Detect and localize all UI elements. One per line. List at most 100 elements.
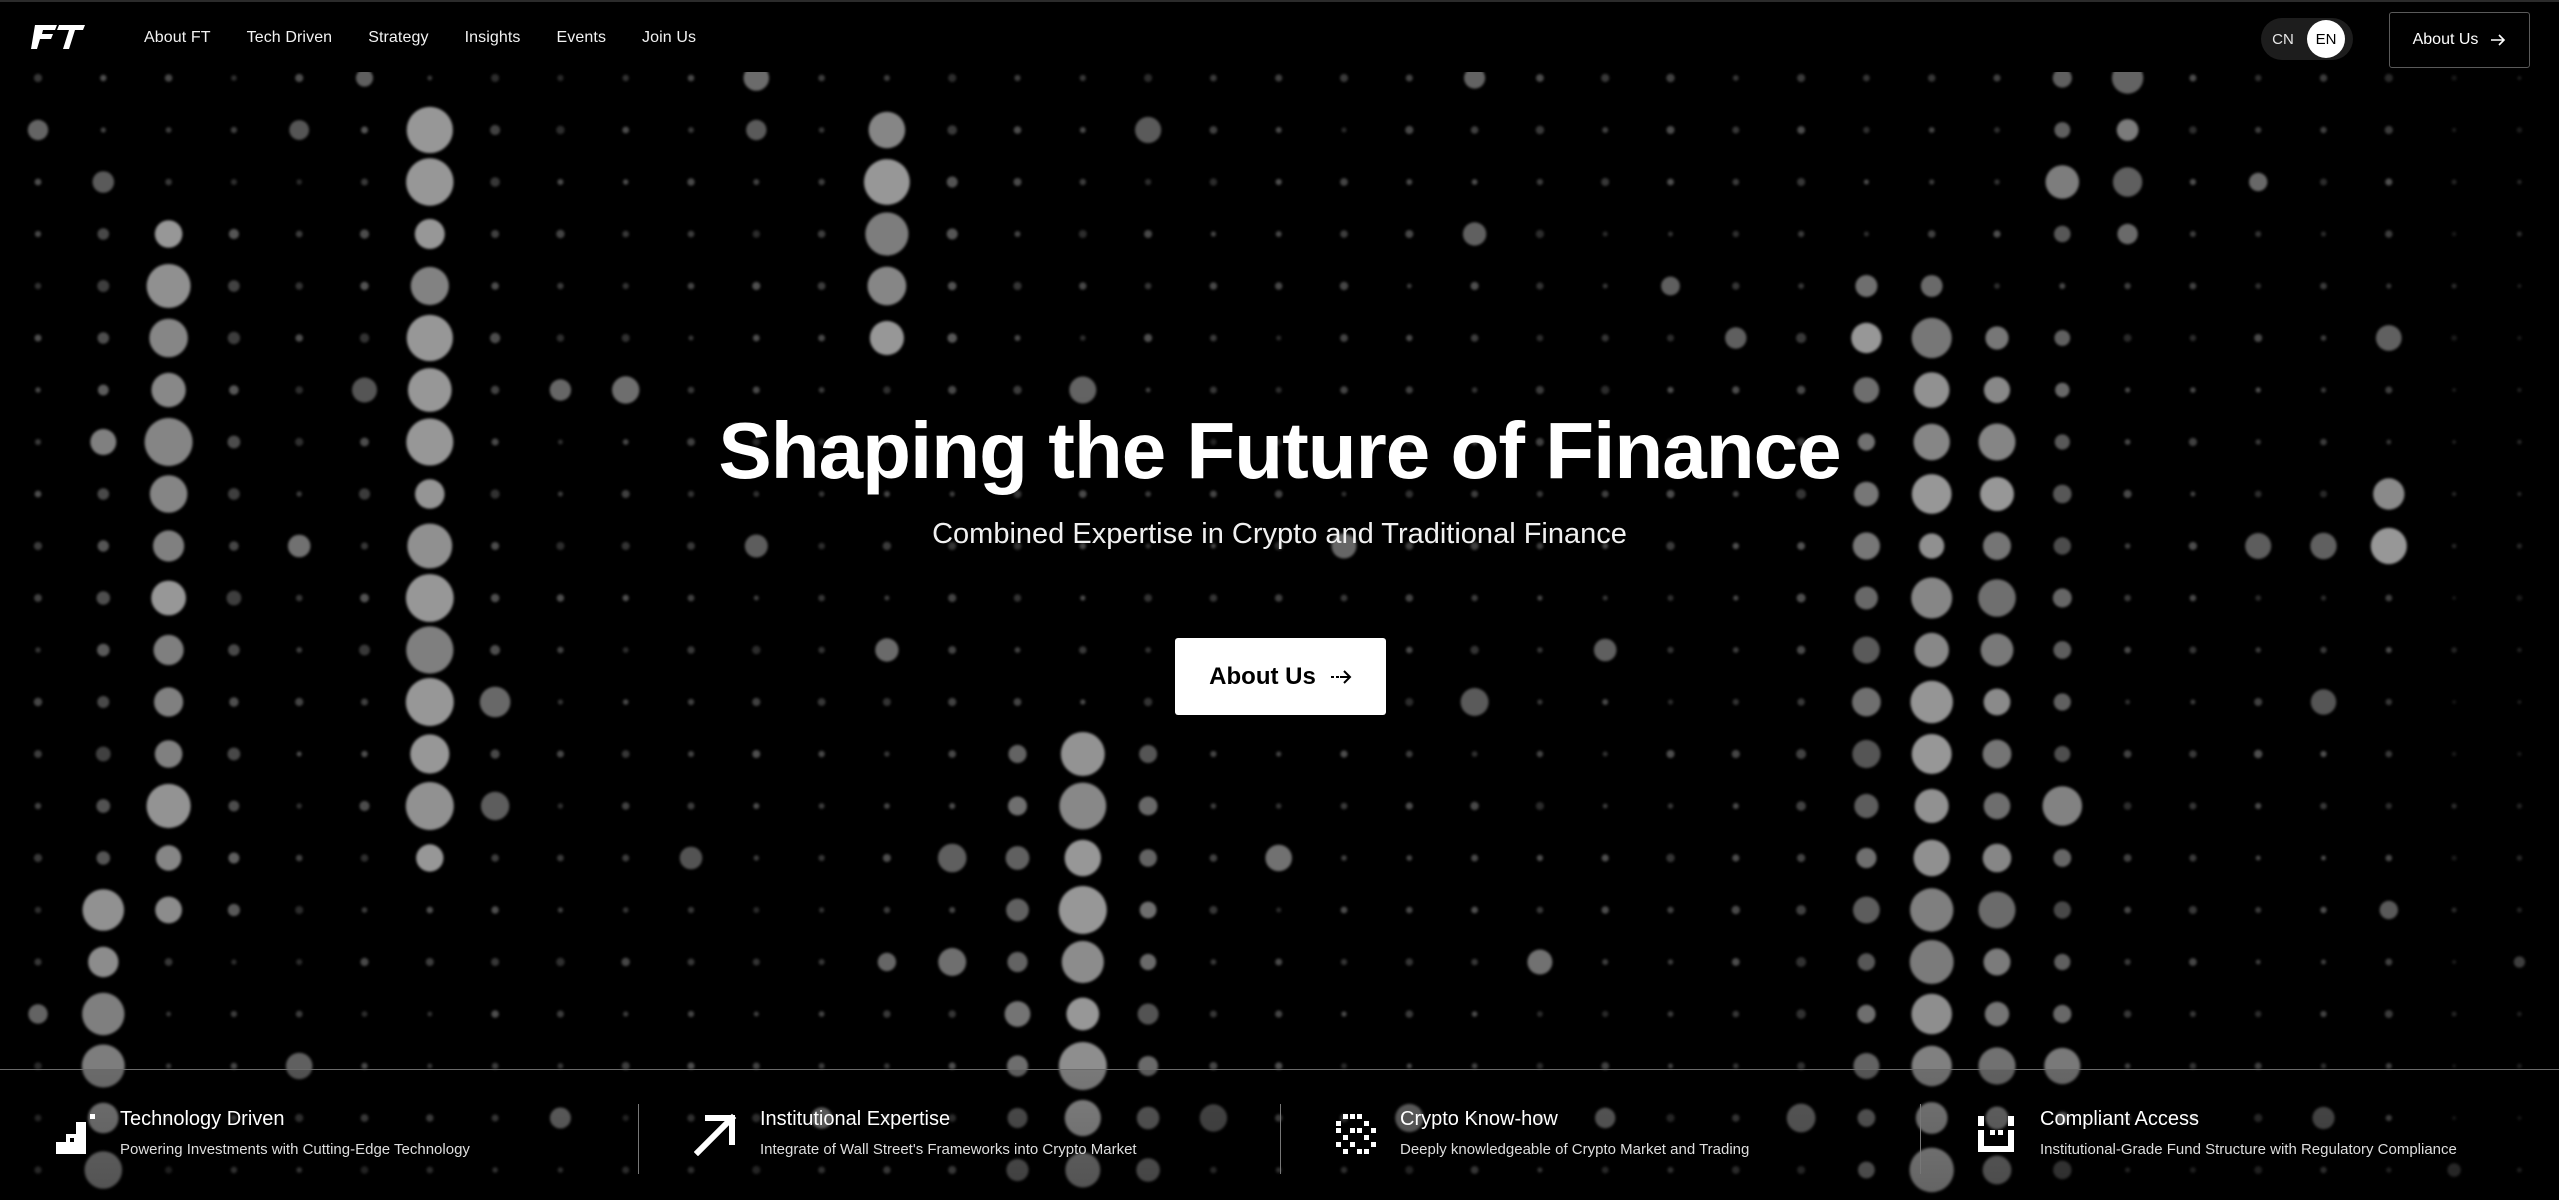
lang-cn-option[interactable]: CN — [2272, 30, 2294, 48]
background-dot — [2053, 1004, 2072, 1024]
background-dot — [1406, 646, 1413, 654]
lang-en-option[interactable]: EN — [2307, 20, 2345, 58]
nav-item-strategy[interactable]: Strategy — [368, 29, 429, 46]
nav-item-insights[interactable]: Insights — [464, 29, 521, 46]
background-dot — [1405, 802, 1413, 810]
background-dot — [622, 699, 629, 705]
nav-item-join-us[interactable]: Join Us — [642, 29, 697, 46]
background-dot — [612, 376, 640, 404]
background-dot — [1732, 126, 1740, 134]
background-dot — [296, 491, 302, 497]
background-dot — [1535, 438, 1544, 446]
background-dot — [1857, 1109, 1876, 1127]
background-dot — [149, 318, 188, 358]
nav-item-about-ft[interactable]: About FT — [144, 29, 211, 46]
background-dot — [1985, 326, 2009, 350]
background-dot — [2320, 178, 2327, 186]
background-dot — [2125, 387, 2131, 393]
background-dot — [2385, 854, 2393, 862]
background-dot — [556, 229, 565, 239]
background-dot — [1911, 577, 1953, 619]
background-dot — [1008, 796, 1027, 816]
background-dot — [154, 740, 183, 768]
background-dot — [2451, 751, 2457, 757]
background-dot — [2451, 647, 2457, 653]
background-dot — [2189, 178, 2196, 186]
background-dot — [1471, 179, 1478, 185]
background-dot — [818, 542, 825, 550]
background-dot — [1405, 490, 1414, 498]
background-dot — [1210, 231, 1216, 237]
background-dot — [2517, 751, 2522, 757]
background-dot — [2255, 387, 2261, 393]
background-dot — [1919, 533, 1945, 559]
background-dot — [1667, 646, 1674, 654]
background-dot — [1857, 433, 1875, 451]
background-dot — [2254, 1062, 2262, 1070]
background-dot — [406, 314, 453, 362]
background-dot — [687, 594, 695, 602]
background-dot — [1732, 438, 1739, 446]
background-dot — [1341, 1063, 1347, 1069]
background-dot — [2042, 786, 2083, 826]
background-dot — [818, 646, 825, 654]
background-dot — [818, 1063, 825, 1069]
background-dot — [818, 178, 825, 186]
background-dot — [2451, 803, 2457, 809]
background-dot — [1405, 958, 1414, 966]
background-dot — [228, 488, 240, 500]
nav-about-us-button[interactable]: About Us — [2389, 12, 2530, 68]
background-dot — [1145, 491, 1151, 497]
background-dot — [1796, 489, 1807, 499]
hero-about-us-button[interactable]: About Us — [1175, 638, 1386, 715]
background-dot — [34, 282, 42, 290]
language-toggle[interactable]: CN EN — [2261, 18, 2353, 60]
background-dot — [1601, 490, 1609, 498]
background-dot — [229, 697, 239, 707]
background-dot — [818, 1166, 825, 1174]
background-dot — [1911, 317, 1952, 359]
ft-logo[interactable] — [31, 25, 85, 49]
background-dot — [948, 593, 957, 603]
background-dot — [1014, 647, 1021, 653]
background-dot — [818, 594, 825, 602]
background-dot — [1602, 595, 1608, 601]
background-dot — [2054, 434, 2070, 450]
background-dot — [1601, 854, 1609, 862]
background-dot — [1140, 953, 1157, 971]
background-dot — [360, 1166, 369, 1174]
background-dot — [557, 646, 564, 654]
background-dot — [1855, 275, 1878, 297]
background-dot — [622, 1166, 630, 1174]
nav-item-tech-driven[interactable]: Tech Driven — [246, 29, 333, 46]
background-dot — [361, 1011, 368, 1017]
background-dot — [1796, 1009, 1806, 1019]
background-dot — [2320, 387, 2327, 393]
nav-item-events[interactable]: Events — [556, 29, 607, 46]
background-dot — [687, 698, 695, 706]
background-dot — [1340, 334, 1348, 342]
background-dot — [2312, 1106, 2335, 1130]
background-dot — [1536, 74, 1544, 82]
background-dot — [622, 1114, 629, 1122]
background-dot — [1914, 789, 1949, 823]
background-dot — [1595, 1107, 1616, 1129]
background-dot — [819, 907, 825, 913]
background-dot — [1796, 645, 1806, 655]
background-dot — [35, 439, 41, 445]
background-dot — [1145, 543, 1151, 549]
background-dot — [687, 438, 695, 446]
background-dot — [946, 176, 958, 188]
background-dot — [100, 74, 107, 82]
background-dot — [1852, 739, 1881, 769]
background-dot — [1275, 1010, 1283, 1018]
background-dot — [1853, 377, 1880, 403]
background-dot — [2254, 1113, 2263, 1123]
background-dot — [818, 334, 825, 342]
background-dot — [2451, 75, 2457, 81]
background-dot — [948, 646, 957, 654]
background-dot — [491, 1114, 499, 1122]
background-dot — [1913, 372, 1950, 408]
background-dot — [1910, 888, 1954, 932]
background-dot — [491, 958, 500, 966]
